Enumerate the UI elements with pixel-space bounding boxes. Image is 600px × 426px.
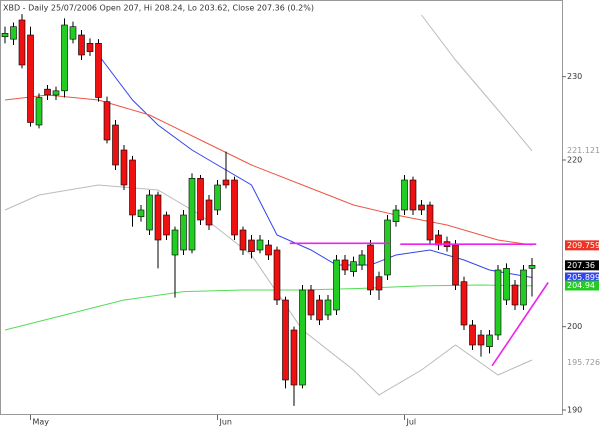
candle-body bbox=[197, 178, 204, 221]
candle-body bbox=[154, 194, 162, 241]
candle-body bbox=[163, 214, 170, 236]
candle-body bbox=[69, 26, 77, 40]
candle-body bbox=[511, 284, 519, 306]
candle-body bbox=[61, 24, 68, 92]
candle-body bbox=[78, 34, 85, 56]
candle-body bbox=[290, 329, 298, 386]
price-marker-label: 221.121 bbox=[567, 146, 600, 155]
candle-body bbox=[273, 249, 281, 301]
candle-body bbox=[401, 179, 408, 211]
indicator-line bbox=[4, 94, 533, 246]
candle-body bbox=[418, 204, 425, 211]
candle-body bbox=[1, 33, 9, 37]
candle-body bbox=[180, 214, 187, 251]
price-marker-label: 205.899 bbox=[567, 273, 600, 282]
price-marker-box bbox=[565, 260, 599, 271]
price-marker-label: 207.36 bbox=[567, 261, 595, 270]
candle-body bbox=[265, 244, 272, 256]
candle-body bbox=[469, 324, 476, 346]
candle-body bbox=[171, 229, 179, 256]
candle-body bbox=[299, 289, 306, 386]
candle-body bbox=[112, 124, 119, 166]
candle-body bbox=[137, 209, 145, 217]
plot-frame bbox=[0, 0, 563, 415]
y-tick-label: 200 bbox=[567, 322, 582, 331]
y-tick-label: 190 bbox=[567, 406, 582, 415]
candle-body bbox=[477, 334, 485, 346]
candle-body bbox=[384, 219, 391, 276]
price-marker-label: 204.94 bbox=[567, 281, 595, 290]
price-marker-box bbox=[565, 272, 599, 283]
candle-body bbox=[52, 90, 60, 96]
candle-body bbox=[350, 261, 357, 272]
x-tick-label: Jun bbox=[219, 418, 233, 426]
candle-body bbox=[205, 199, 213, 226]
candle-body bbox=[44, 88, 51, 96]
candle-body bbox=[409, 179, 417, 211]
candle-body bbox=[239, 229, 247, 251]
candle-body bbox=[120, 149, 128, 186]
price-marker-box bbox=[565, 240, 599, 251]
chart-title: XBD - Daily 25/07/2006 Open 207, Hi 208.… bbox=[3, 4, 314, 13]
candle-body bbox=[103, 101, 111, 141]
candle-body bbox=[95, 43, 102, 98]
candle-body bbox=[10, 26, 17, 40]
candle-body bbox=[392, 209, 400, 222]
candle-body bbox=[520, 269, 527, 306]
candle-body bbox=[341, 259, 349, 271]
candle-body bbox=[358, 254, 366, 266]
candle-body bbox=[282, 299, 289, 381]
candle-body bbox=[460, 281, 468, 326]
candle-body bbox=[248, 239, 255, 252]
price-marker-label: 209.759 bbox=[567, 241, 600, 250]
x-tick-label: Jul bbox=[406, 418, 417, 426]
candle-body bbox=[27, 34, 34, 123]
candle-body bbox=[35, 97, 43, 126]
candle-body bbox=[214, 184, 221, 211]
candle-body bbox=[146, 194, 153, 231]
candle-body bbox=[231, 179, 238, 236]
candle-body bbox=[375, 276, 383, 291]
candle-body bbox=[367, 244, 374, 291]
y-tick-label: 230 bbox=[567, 72, 582, 81]
candle-body bbox=[426, 204, 434, 241]
indicator-line bbox=[4, 284, 533, 331]
candle-body bbox=[86, 43, 94, 52]
candle-body bbox=[256, 239, 264, 251]
candle-body bbox=[307, 289, 315, 316]
price-marker-label: 195.726 bbox=[567, 358, 600, 367]
candle-body bbox=[494, 269, 502, 336]
candle-body bbox=[222, 179, 230, 186]
candle-body bbox=[324, 299, 332, 316]
trend-line bbox=[491, 282, 549, 367]
candle-body bbox=[129, 159, 136, 216]
candle-body bbox=[188, 178, 196, 251]
price-marker-box bbox=[565, 280, 599, 291]
candle-body bbox=[316, 299, 323, 321]
candle-body bbox=[18, 19, 26, 66]
candle-body bbox=[435, 234, 442, 246]
candle-body bbox=[486, 334, 493, 347]
x-tick-label: May bbox=[33, 418, 50, 426]
y-tick-label: 220 bbox=[567, 156, 582, 165]
candle-body bbox=[452, 244, 459, 286]
candle-body bbox=[333, 259, 340, 311]
candle-body bbox=[503, 268, 510, 301]
candle-body bbox=[528, 265, 536, 269]
indicator-line bbox=[421, 14, 533, 152]
